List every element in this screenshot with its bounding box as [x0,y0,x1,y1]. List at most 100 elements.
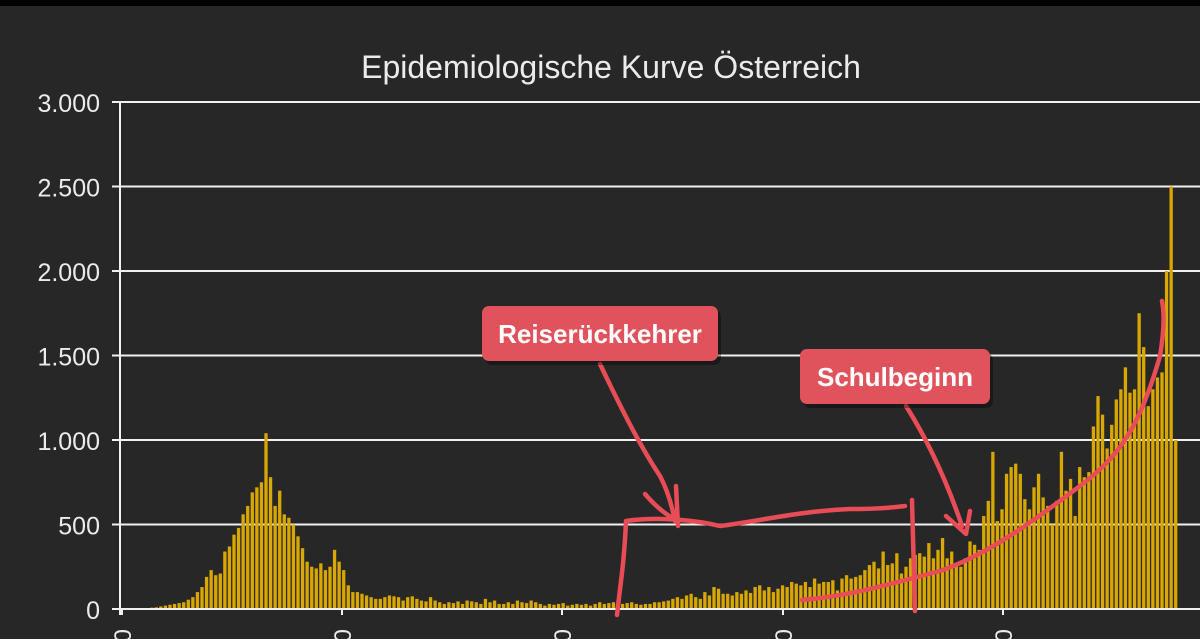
bar [643,603,648,609]
bar [1027,509,1032,609]
bar [963,558,968,609]
bar [835,590,840,609]
bar [1096,396,1100,609]
bar [620,603,625,609]
bar [483,598,488,609]
bar [1073,516,1077,609]
bar [666,600,670,609]
bar [428,597,433,609]
bar [575,603,579,609]
bar [300,548,305,609]
bar [214,575,218,609]
bar [1087,472,1091,609]
bar [698,598,702,609]
annotation-callouts: Reiserückkehrer Schulbeginn [482,306,993,408]
bar [570,604,574,609]
bar [671,598,675,609]
bar [1132,389,1137,609]
bar [227,546,232,609]
bar [387,595,392,609]
bar [1041,497,1045,609]
bar [767,587,771,609]
bar [337,561,341,609]
bar [639,604,643,609]
bar [780,585,785,609]
bar [899,573,904,609]
bar [310,566,314,609]
bar [1068,478,1073,609]
bar [748,592,753,609]
bar [675,597,680,609]
hand-drawn-annotations [597,298,1166,618]
bar [776,588,780,609]
y-tick-label: 1.500 [37,344,100,372]
bar [977,549,981,609]
bar [264,433,268,609]
bar [1164,271,1169,609]
bar [200,587,204,609]
bar [515,600,520,609]
bar [511,603,515,609]
annotation-stroke [597,361,678,524]
bar [881,551,885,609]
bar [945,558,949,609]
bar [406,597,410,609]
bar [351,592,355,609]
bar [246,505,250,609]
bar [488,602,492,609]
bar [1100,414,1105,609]
bar [433,600,437,609]
bar [968,541,972,609]
bar [355,592,360,609]
bar [730,595,734,609]
bar [401,600,405,609]
bar [707,595,712,609]
bar [191,597,195,609]
annotation-box [482,306,718,361]
bar [1046,505,1050,609]
bar [630,602,634,609]
bar [332,549,337,609]
bar [940,538,945,609]
bar [588,605,593,609]
chart-svg: Epidemiologische Kurve Österreich 0 500 1.… [37,49,1200,639]
y-tick-label: 500 [58,513,100,541]
bar [758,585,762,609]
bar [492,600,497,609]
bar [753,587,757,609]
bar [735,592,739,609]
bar [396,597,401,609]
bar [954,563,958,609]
bar [410,596,414,609]
annotation-stroke [614,503,908,618]
bar [296,536,300,609]
bar [684,595,689,609]
bar [1064,490,1068,609]
bar [872,561,876,609]
bar [364,595,369,609]
bar [890,563,894,609]
bar [392,596,396,609]
bar [451,603,456,609]
bar [465,600,469,609]
bar [726,593,730,609]
bar [378,598,382,609]
bar [497,603,501,609]
bar [287,517,291,609]
chart-title: Epidemiologische Kurve Österreich [361,49,861,85]
bar [1009,467,1013,609]
bar [172,603,177,609]
bar [218,573,222,609]
bar [159,606,163,609]
bar [1142,347,1146,609]
bar [556,603,561,609]
bar [419,600,424,609]
bar [950,551,954,609]
bar [1059,451,1064,609]
bar [790,581,794,609]
bar [506,602,510,609]
y-tick-label: 1.000 [37,428,100,456]
bar [936,549,940,609]
bar [959,566,963,609]
bar [236,527,241,609]
